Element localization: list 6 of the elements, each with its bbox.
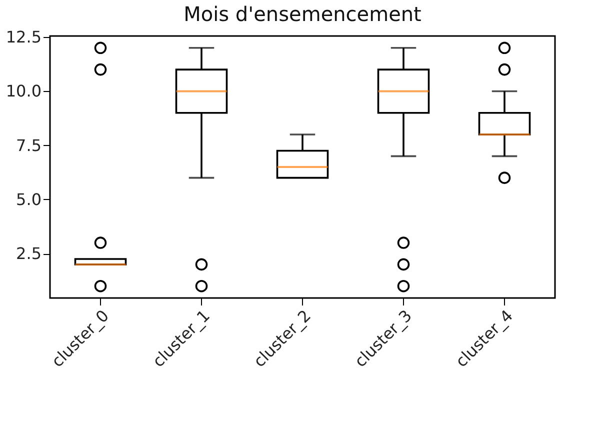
y-tick-label: 5.0 bbox=[16, 190, 42, 209]
y-tick-label: 7.5 bbox=[16, 136, 42, 155]
y-tick-label: 10.0 bbox=[6, 82, 42, 101]
y-tick-label: 12.5 bbox=[6, 28, 42, 47]
y-tick-label: 2.5 bbox=[16, 244, 42, 264]
chart-title: Mois d'ensemencement bbox=[184, 2, 422, 26]
